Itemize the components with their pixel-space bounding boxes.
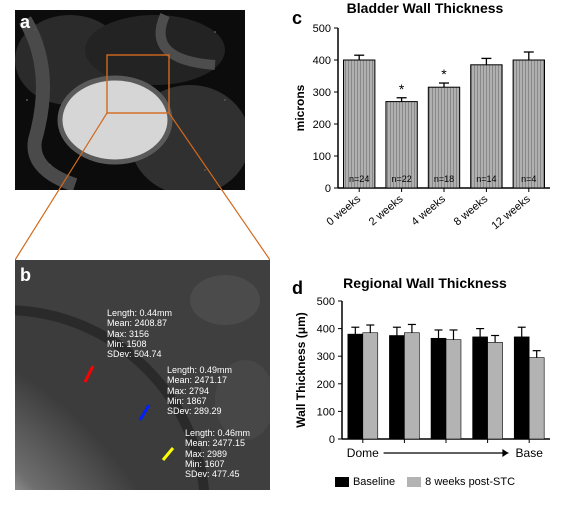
svg-text:4 weeks: 4 weeks	[409, 193, 448, 228]
panel-d-chart: Regional Wall Thickness 0 100 200 300 400 500…	[290, 275, 560, 520]
svg-text:Dome: Dome	[347, 446, 379, 460]
chart-d-title: Regional Wall Thickness	[290, 275, 560, 291]
svg-text:*: *	[441, 66, 447, 82]
svg-text:*: *	[399, 81, 405, 97]
mri-svg	[15, 10, 245, 190]
svg-text:12 weeks: 12 weeks	[489, 193, 533, 232]
svg-text:8 weeks: 8 weeks	[452, 193, 491, 228]
svg-text:microns: microns	[293, 84, 307, 131]
svg-text:n=18: n=18	[434, 174, 454, 184]
svg-text:400: 400	[313, 55, 331, 67]
measurement-readout: Length: 0.46mm Mean: 2477.15 Max: 2989 M…	[185, 428, 250, 480]
panel-c-chart: Bladder Wall Thickness 0 100 200 300 400 500 m…	[290, 0, 560, 250]
panel-a-mri	[15, 10, 245, 190]
svg-text:500: 500	[317, 296, 335, 308]
measurement-readout: Length: 0.44mm Mean: 2408.87 Max: 3156 M…	[107, 308, 172, 360]
svg-text:n=22: n=22	[391, 174, 411, 184]
svg-text:n=24: n=24	[349, 174, 369, 184]
chart-c-title: Bladder Wall Thickness	[290, 0, 560, 16]
svg-text:2 weeks: 2 weeks	[367, 193, 406, 228]
panel-b-zoom: Length: 0.44mm Mean: 2408.87 Max: 3156 M…	[15, 260, 270, 490]
legend-post-stc: 8 weeks post-STC	[407, 476, 515, 488]
chart-c-svg: 0 100 200 300 400 500 microns n=24 0 weeks * n=22 2…	[290, 16, 560, 246]
svg-text:200: 200	[317, 379, 335, 391]
chart-d-svg: 0 100 200 300 400 500 Wall Thickness (μm) Dome B…	[290, 291, 560, 471]
svg-text:Wall Thickness (μm): Wall Thickness (μm)	[294, 312, 308, 428]
svg-text:100: 100	[317, 406, 335, 418]
svg-text:400: 400	[317, 324, 335, 336]
svg-text:n=4: n=4	[521, 174, 536, 184]
svg-text:0: 0	[329, 434, 335, 446]
panel-label-a: a	[20, 12, 30, 33]
svg-text:n=14: n=14	[476, 174, 496, 184]
svg-text:Base: Base	[516, 446, 544, 460]
chart-d-legend: Baseline 8 weeks post-STC	[290, 476, 560, 488]
svg-text:0 weeks: 0 weeks	[324, 193, 363, 228]
legend-baseline: Baseline	[335, 476, 395, 488]
svg-text:500: 500	[313, 23, 331, 35]
svg-text:300: 300	[313, 87, 331, 99]
figure-root: a b	[0, 0, 567, 523]
svg-text:100: 100	[313, 151, 331, 163]
panel-label-b: b	[20, 265, 31, 286]
svg-text:0: 0	[325, 183, 331, 195]
svg-text:300: 300	[317, 351, 335, 363]
measurement-readout: Length: 0.49mm Mean: 2471.17 Max: 2794 M…	[167, 365, 232, 417]
svg-text:200: 200	[313, 119, 331, 131]
